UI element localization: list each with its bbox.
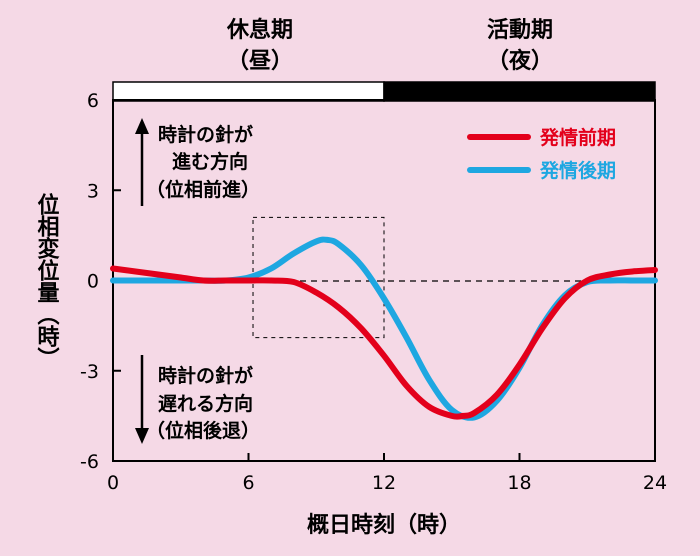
- phase-sub-rest: （昼）: [227, 49, 293, 74]
- legend-label-metestrus: 発情後期: [539, 159, 616, 182]
- x-tick-label: 12: [372, 472, 396, 494]
- y-tick-label: 0: [87, 271, 99, 293]
- delay-text-line1: 時計の針が: [158, 364, 253, 387]
- x-tick-label: 0: [107, 472, 119, 494]
- advance-text-line1: 時計の針が: [158, 123, 253, 146]
- axis-ticks: 0 6 12 18 24 6 3 0 -3 -6: [80, 90, 667, 494]
- phase-sub-active: （夜）: [487, 48, 553, 74]
- x-tick-label: 18: [507, 472, 531, 494]
- x-tick-label: 6: [242, 472, 254, 494]
- series-line-proestrus: [110, 265, 658, 420]
- phase-bar-rest: [112, 81, 385, 102]
- y-tick-label: 3: [87, 180, 99, 202]
- y-tick-label: 6: [87, 90, 99, 112]
- y-axis-label: 位相変位量（時）: [34, 192, 60, 369]
- advance-arrow-head: [135, 118, 149, 134]
- y-tick-label: -3: [80, 361, 99, 383]
- advance-text-line2: 進む方向: [172, 150, 248, 173]
- x-axis-label: 概日時刻（時）: [307, 512, 461, 538]
- x-tick-label: 24: [643, 472, 667, 494]
- series-layer: [110, 236, 658, 421]
- delay-arrow-head: [135, 428, 149, 444]
- highlight-box: [252, 216, 385, 339]
- delay-text-line3: （位相後退）: [146, 419, 260, 442]
- phase-bar-active: [383, 81, 656, 102]
- legend-label-proestrus: 発情前期: [539, 126, 616, 149]
- advance-text-line3: （位相前進）: [146, 178, 260, 201]
- phase-title-active: 活動期: [487, 18, 553, 43]
- y-tick-label: -6: [80, 451, 99, 473]
- delay-text-line2: 遅れる方向: [158, 392, 253, 415]
- phase-title-rest: 休息期: [226, 17, 293, 43]
